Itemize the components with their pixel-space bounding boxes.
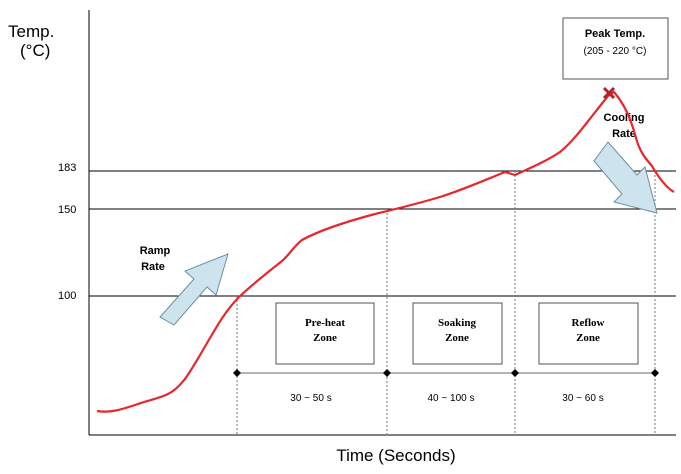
peak-marker	[602, 86, 616, 100]
duration-marker-3	[511, 369, 519, 377]
duration-preheat: 30 ~ 50 s	[290, 393, 331, 404]
ramp-rate-label: Ramp	[140, 245, 171, 257]
zone-preheat-label-2: Zone	[313, 332, 337, 344]
duration-marker-1	[233, 369, 241, 377]
cooling-rate-label-2: Rate	[612, 128, 636, 140]
zone-preheat-label: Pre-heat	[305, 317, 345, 329]
ramp-rate-arrow	[159, 253, 229, 326]
ramp-rate-label-2: Rate	[141, 261, 165, 273]
duration-soaking: 40 ~ 100 s	[428, 393, 475, 404]
zone-soaking-label: Soaking	[438, 317, 476, 329]
zone-reflow-label: Reflow	[572, 317, 605, 329]
x-axis-label: Time (Seconds)	[336, 446, 455, 465]
zone-soaking-label-2: Zone	[445, 332, 469, 344]
zone-box-reflow	[538, 302, 639, 365]
tick-100: 100	[58, 290, 76, 302]
zone-box-soaking	[412, 302, 503, 365]
peak-label: Peak Temp.	[585, 28, 645, 40]
temperature-profile-curve	[96, 90, 675, 413]
peak-range: (205 - 220 °C)	[584, 46, 647, 57]
duration-marker-2	[383, 369, 391, 377]
duration-reflow: 30 ~ 60 s	[562, 393, 603, 404]
cooling-rate-arrow	[593, 141, 658, 214]
zone-reflow-label-2: Zone	[576, 332, 600, 344]
duration-marker-4	[651, 369, 659, 377]
y-axis-label: Temp.	[8, 22, 54, 41]
peak-box	[562, 17, 669, 80]
cooling-rate-label: Cooling	[604, 112, 645, 124]
zone-box-preheat	[275, 302, 375, 365]
y-axis-unit: (°C)	[20, 41, 50, 60]
tick-183: 183	[58, 162, 76, 174]
tick-150: 150	[58, 204, 76, 216]
